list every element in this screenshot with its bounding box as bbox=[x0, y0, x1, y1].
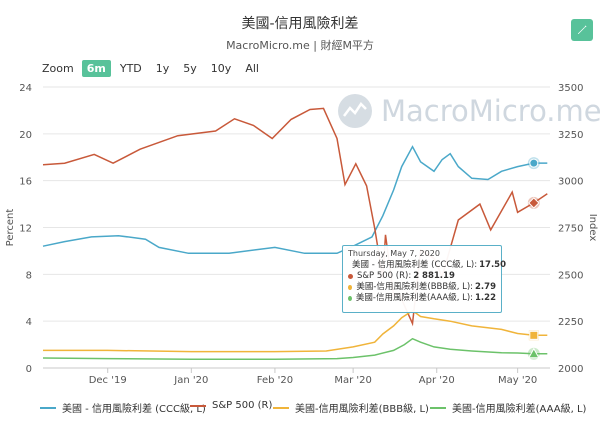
legend-swatch-ccc bbox=[40, 406, 56, 409]
chart-legend: 美國 - 信用風險利差 (CCC級, L) S&P 500 (R) 美國-信用風… bbox=[0, 400, 600, 420]
tooltip-dot-bbb bbox=[348, 285, 353, 290]
pencil-icon bbox=[578, 25, 587, 34]
legend-item-sp500[interactable]: S&P 500 (R) bbox=[190, 400, 272, 411]
y-right-tick-label: 3250 bbox=[558, 130, 583, 141]
y-left-axis-title: Percent bbox=[5, 209, 16, 247]
y-right-tick-label: 3500 bbox=[558, 83, 583, 94]
tooltip-value: 17.50 bbox=[479, 260, 507, 270]
legend-label: S&P 500 (R) bbox=[212, 400, 273, 411]
x-tick-label: Feb '20 bbox=[257, 375, 293, 386]
chart-tooltip: Thursday, May 7, 2020 美國 - 信用風險利差 (CCC級,… bbox=[342, 245, 506, 313]
tooltip-value: 1.22 bbox=[475, 293, 496, 303]
series-marker bbox=[527, 347, 540, 359]
tooltip-dot-aaa bbox=[348, 296, 352, 301]
legend-item-ccc[interactable]: 美國 - 信用風險利差 (CCC級, L) bbox=[40, 400, 206, 415]
y-left-tick-label: 8 bbox=[26, 270, 32, 281]
macromicro-logo-icon bbox=[338, 94, 372, 128]
series-marker bbox=[529, 158, 539, 168]
tooltip-label: 美國-信用風險利差(BBB級, L): bbox=[356, 282, 474, 292]
zoom-10y-button[interactable]: 10y bbox=[210, 62, 232, 75]
y-right-tick-label: 2000 bbox=[558, 364, 583, 375]
watermark: MacroMicro.me bbox=[337, 93, 600, 129]
legend-item-aaa[interactable]: 美國-信用風險利差(AAA級, L) bbox=[430, 400, 586, 415]
zoom-label: Zoom bbox=[42, 62, 74, 75]
tooltip-value: 2.79 bbox=[475, 282, 496, 292]
series-marker bbox=[528, 197, 540, 209]
watermark-text: MacroMicro.me bbox=[381, 94, 600, 128]
legend-label: 美國-信用風險利差(AAA級, L) bbox=[452, 404, 587, 415]
series-line-0 bbox=[42, 145, 548, 255]
tooltip-date: Thursday, May 7, 2020 bbox=[348, 249, 440, 258]
tooltip-label: S&P 500 (R): bbox=[357, 271, 412, 281]
tooltip-row: S&P 500 (R): 2 881.19 bbox=[348, 271, 496, 282]
y-right-tick-label: 3000 bbox=[558, 177, 583, 188]
y-right-tick-label: 2750 bbox=[558, 224, 583, 235]
x-tick-label: Dec '19 bbox=[89, 375, 127, 386]
edit-button[interactable] bbox=[571, 19, 593, 41]
tooltip-label: 美國-信用風險利差(AAA級, L): bbox=[355, 293, 474, 303]
tooltip-label: 美國 - 信用風險利差 (CCC級, L): bbox=[352, 260, 478, 270]
y-right-tick-label: 2500 bbox=[558, 270, 583, 281]
y-left-tick-label: 20 bbox=[19, 130, 32, 141]
series-line-2 bbox=[43, 309, 548, 353]
tooltip-row: 美國 - 信用風險利差 (CCC級, L): 17.50 bbox=[348, 260, 506, 271]
series-line-3 bbox=[42, 337, 548, 360]
legend-swatch-aaa bbox=[430, 406, 446, 409]
tooltip-row: 美國-信用風險利差(AAA級, L): 1.22 bbox=[348, 293, 496, 304]
x-tick-label: May '20 bbox=[498, 375, 537, 386]
zoom-6m-button[interactable]: 6m bbox=[81, 60, 111, 77]
zoom-5y-button[interactable]: 5y bbox=[183, 62, 197, 75]
series-marker bbox=[529, 330, 539, 340]
y-left-tick-label: 12 bbox=[19, 224, 32, 235]
zoom-1y-button[interactable]: 1y bbox=[155, 62, 170, 75]
y-right-tick-label: 2250 bbox=[558, 317, 583, 328]
chart-title: 美國-信用風險利差 bbox=[241, 16, 359, 32]
tooltip-row: 美國-信用風險利差(BBB級, L): 2.79 bbox=[348, 282, 496, 293]
legend-swatch-bbb bbox=[273, 406, 289, 409]
zoom-all-button[interactable]: All bbox=[245, 62, 259, 75]
x-tick-label: Mar '20 bbox=[334, 375, 372, 386]
chart-subtitle: MacroMicro.me | 財經M平方 bbox=[226, 39, 374, 52]
legend-label: 美國 - 信用風險利差 (CCC級, L) bbox=[62, 404, 206, 415]
legend-swatch-sp500 bbox=[190, 404, 206, 407]
y-left-tick-label: 24 bbox=[19, 83, 32, 94]
tooltip-dot-sp500 bbox=[348, 274, 353, 279]
x-tick-label: Apr '20 bbox=[419, 375, 455, 386]
x-tick-label: Jan '20 bbox=[173, 375, 208, 386]
y-right-axis-title: Index bbox=[587, 214, 598, 242]
legend-item-bbb[interactable]: 美國-信用風險利差(BBB級, L) bbox=[273, 400, 429, 415]
tooltip-value: 2 881.19 bbox=[413, 271, 455, 281]
y-left-tick-label: 4 bbox=[26, 317, 32, 328]
zoom-ytd-button[interactable]: YTD bbox=[119, 62, 142, 75]
y-left-tick-label: 0 bbox=[26, 364, 32, 375]
zoom-controls: Zoom 6m YTD 1y 5y 10y All bbox=[42, 60, 268, 77]
y-left-tick-label: 16 bbox=[19, 177, 32, 188]
series-line-1 bbox=[42, 107, 548, 327]
legend-label: 美國-信用風險利差(BBB級, L) bbox=[295, 404, 429, 415]
